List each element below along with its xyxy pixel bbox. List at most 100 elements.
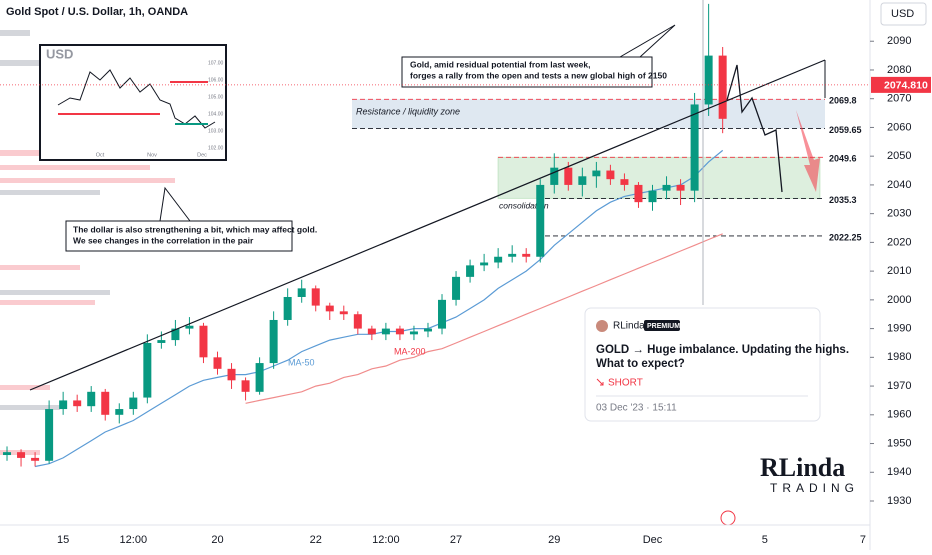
- card-author: RLinda: [613, 321, 645, 332]
- card-headline: GOLD → Huge imbalance. Updating the high…: [596, 344, 849, 356]
- annotation: Gold, amid residual potential from last …: [410, 59, 590, 69]
- level-label: 2049.6: [829, 154, 857, 164]
- ma-label: MA-50: [288, 357, 315, 367]
- logo-name: RLinda: [760, 453, 845, 482]
- big-arrow: [796, 110, 820, 192]
- chart-title: Gold Spot / U.S. Dollar, 1h, OANDA: [6, 6, 188, 18]
- y-tick-label: 2060: [887, 121, 911, 133]
- zones: Resistance / liquidity zone consolidation…: [352, 96, 862, 242]
- x-tick-label: 12:00: [120, 534, 148, 546]
- short-icon: [596, 378, 604, 386]
- x-tick-label: Dec: [643, 534, 663, 546]
- candle-body: [704, 55, 713, 105]
- y-tick-label: 2020: [887, 236, 911, 248]
- level-label: 2022.25: [829, 232, 862, 242]
- y-tick-label: 1960: [887, 409, 911, 421]
- y-tick-label: 2010: [887, 265, 911, 277]
- y-tick-label: 1940: [887, 466, 911, 478]
- y-tick-label: 1970: [887, 380, 911, 392]
- flash-icon: [720, 510, 736, 526]
- candle-body: [662, 184, 671, 191]
- idea-card[interactable]: RLinda PREMIUM GOLD → Huge imbalance. Up…: [584, 307, 849, 422]
- inset-x-label: Nov: [147, 152, 157, 158]
- x-tick-label: 20: [211, 534, 223, 546]
- y-tick-label: 2030: [887, 208, 911, 220]
- currency: USD: [891, 8, 914, 20]
- candle-body: [157, 340, 166, 343]
- candle-body: [578, 176, 587, 185]
- candle-body: [536, 184, 545, 257]
- moving-average: [34, 149, 724, 468]
- candle-body: [101, 391, 110, 415]
- candle-body: [115, 409, 124, 415]
- inset-y-label: 102.00: [208, 145, 224, 151]
- consolidation-zone: [497, 156, 821, 199]
- card-direction: SHORT: [608, 378, 643, 389]
- moving-average: [245, 233, 723, 404]
- candle-body: [564, 167, 573, 185]
- candle-body: [480, 262, 489, 266]
- candle-body: [129, 397, 138, 410]
- annotation: We see changes in the correlation in the…: [73, 235, 254, 245]
- candle-body: [494, 256, 503, 263]
- candle-body: [676, 184, 685, 191]
- x-tick-label: 22: [310, 534, 322, 546]
- y-tick-label: 2090: [887, 35, 911, 47]
- candle-body: [367, 328, 376, 335]
- candle-body: [620, 179, 629, 185]
- candle-body: [297, 288, 306, 297]
- y-tick-label: 1990: [887, 322, 911, 334]
- y-tick-label: 2000: [887, 294, 911, 306]
- candle-body: [718, 55, 727, 119]
- projection-arrow: [726, 64, 783, 193]
- candle-body: [423, 328, 432, 332]
- candle-body: [592, 170, 601, 177]
- x-tick-label: 5: [762, 534, 768, 546]
- card-badge: PREMIUM: [647, 323, 680, 330]
- y-tick-label: 1930: [887, 495, 911, 507]
- level-label: 2069.8: [829, 96, 857, 106]
- y-tick-label: 1980: [887, 351, 911, 363]
- candle-body: [381, 328, 390, 335]
- candle-body: [522, 253, 531, 257]
- resistance-zone: [352, 99, 825, 129]
- card-date: 03 Dec '23 · 15:11: [596, 403, 677, 414]
- logo-tagline: TRADING: [770, 481, 859, 495]
- candle-body: [325, 305, 334, 312]
- candle-body: [395, 328, 404, 335]
- candle-body: [255, 363, 264, 392]
- inset-y-label: 105.00: [208, 94, 224, 100]
- inset-x-label: Dec: [197, 152, 207, 158]
- card-headline: What to expect?: [596, 358, 685, 370]
- y-tick-label: 2040: [887, 179, 911, 191]
- candle-body: [452, 276, 461, 300]
- candle-body: [606, 170, 615, 180]
- inset-y-label: 107.00: [208, 60, 224, 66]
- y-tick-label: 2050: [887, 150, 911, 162]
- candle-body: [311, 288, 320, 306]
- candle-body: [3, 452, 12, 456]
- x-tick-label: 29: [548, 534, 560, 546]
- x-tick-label: 12:00: [372, 534, 400, 546]
- annotation: The dollar is also strengthening a bit, …: [73, 224, 317, 234]
- candle-body: [199, 325, 208, 358]
- inset-y-label: 103.00: [208, 128, 224, 134]
- candle-body: [17, 452, 26, 458]
- candle-body: [227, 368, 236, 381]
- inset-y-label: 106.00: [208, 77, 224, 83]
- x-tick-label: 27: [450, 534, 462, 546]
- zone-label: consolidation: [499, 201, 549, 211]
- callout-box: [65, 186, 293, 252]
- candle-body: [550, 167, 559, 185]
- last-price-label: 2074.810: [884, 80, 928, 92]
- currency-box: [880, 2, 927, 26]
- candle-body: [634, 184, 643, 203]
- inset-x-label: Oct: [96, 152, 105, 158]
- candle-body: [213, 357, 222, 369]
- candle-body: [87, 391, 96, 407]
- y-tick-label: 2080: [887, 64, 911, 76]
- candle-body: [353, 314, 362, 329]
- candle-body: [171, 328, 180, 341]
- last-price-box: [871, 76, 931, 93]
- candle-body: [339, 311, 348, 315]
